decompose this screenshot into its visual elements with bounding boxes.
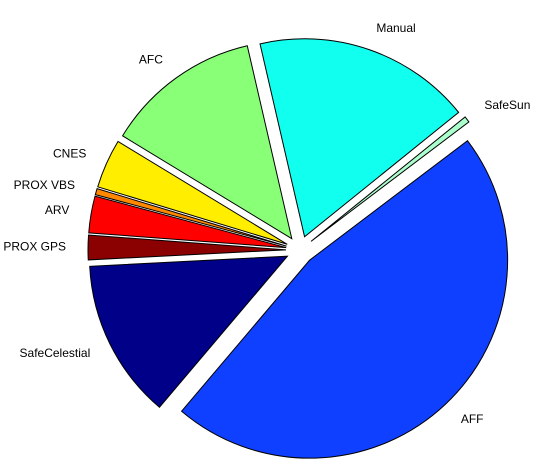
pie-slice — [97, 140, 288, 245]
pie-slice — [180, 139, 509, 459]
slice-label: AFC — [139, 53, 163, 67]
pie-slice — [121, 45, 293, 240]
pie-slice — [310, 116, 470, 242]
slice-label: SafeCelestial — [20, 346, 91, 360]
slice-label: Manual — [376, 21, 415, 35]
pie-slice — [259, 38, 460, 238]
pie-slice — [88, 195, 287, 249]
pie-slice — [94, 188, 287, 247]
pie-slice — [87, 234, 287, 261]
slice-label: PROX GPS — [3, 239, 66, 253]
slice-label: SafeSun — [484, 98, 530, 112]
slice-label: CNES — [53, 147, 86, 161]
pie-slice — [89, 255, 289, 408]
slice-label: AFF — [461, 412, 484, 426]
slice-label: ARV — [45, 203, 69, 217]
slice-label: PROX VBS — [14, 178, 75, 192]
